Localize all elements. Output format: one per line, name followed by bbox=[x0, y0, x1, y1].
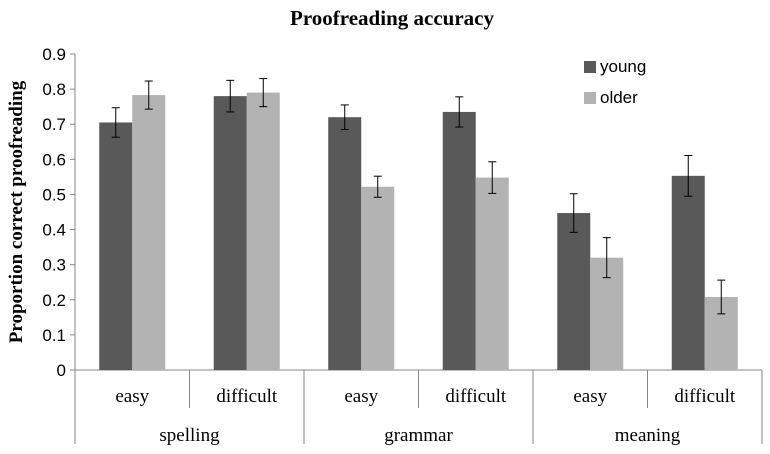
y-tick-label: 0.2 bbox=[42, 291, 66, 310]
bar-young bbox=[328, 117, 362, 370]
bar-young bbox=[213, 96, 247, 370]
bar-young bbox=[557, 213, 591, 370]
legend: young older bbox=[584, 57, 646, 107]
group-label: grammar bbox=[384, 425, 453, 446]
bar-young bbox=[99, 122, 133, 370]
legend-swatch-young bbox=[584, 61, 596, 73]
y-tick-label: 0.6 bbox=[42, 150, 66, 169]
y-tick-label: 0.1 bbox=[42, 326, 66, 345]
y-tick-label: 0.3 bbox=[42, 256, 66, 275]
x-tick-label: difficult bbox=[674, 386, 736, 407]
y-tick-label: 0.9 bbox=[42, 45, 66, 64]
x-tick-label: easy bbox=[115, 386, 149, 407]
x-tick-label: difficult bbox=[216, 386, 278, 407]
group-label: spelling bbox=[159, 425, 220, 446]
legend-label: older bbox=[600, 88, 638, 107]
bar-older bbox=[132, 95, 166, 370]
y-tick-label: 0 bbox=[57, 361, 66, 380]
bars bbox=[99, 92, 738, 370]
axes: 0 0.1 0.2 0.3 0.4 0.5 0.6 0.7 0.8 0.9 easy difficul… bbox=[42, 45, 763, 446]
bar-young bbox=[671, 175, 705, 370]
y-tick-label: 0.4 bbox=[42, 221, 66, 240]
x-tick-label: easy bbox=[573, 386, 607, 407]
error-bars bbox=[111, 78, 726, 315]
chart-title: Proofreading accuracy bbox=[290, 6, 494, 30]
y-tick-label: 0.8 bbox=[42, 80, 66, 99]
x-tick-label: easy bbox=[344, 386, 378, 407]
bar-older bbox=[475, 177, 509, 370]
legend-swatch-older bbox=[584, 92, 596, 104]
y-tick-label: 0.5 bbox=[42, 185, 66, 204]
legend-label: young bbox=[600, 57, 646, 76]
x-tick-label: difficult bbox=[445, 386, 507, 407]
bar-older bbox=[246, 92, 280, 370]
y-axis-label: Proportion correct proofreading bbox=[6, 80, 27, 343]
group-label: meaning bbox=[615, 425, 681, 446]
y-tick-label: 0.7 bbox=[42, 115, 66, 134]
bar-young bbox=[442, 111, 476, 370]
bar-older bbox=[361, 186, 395, 370]
